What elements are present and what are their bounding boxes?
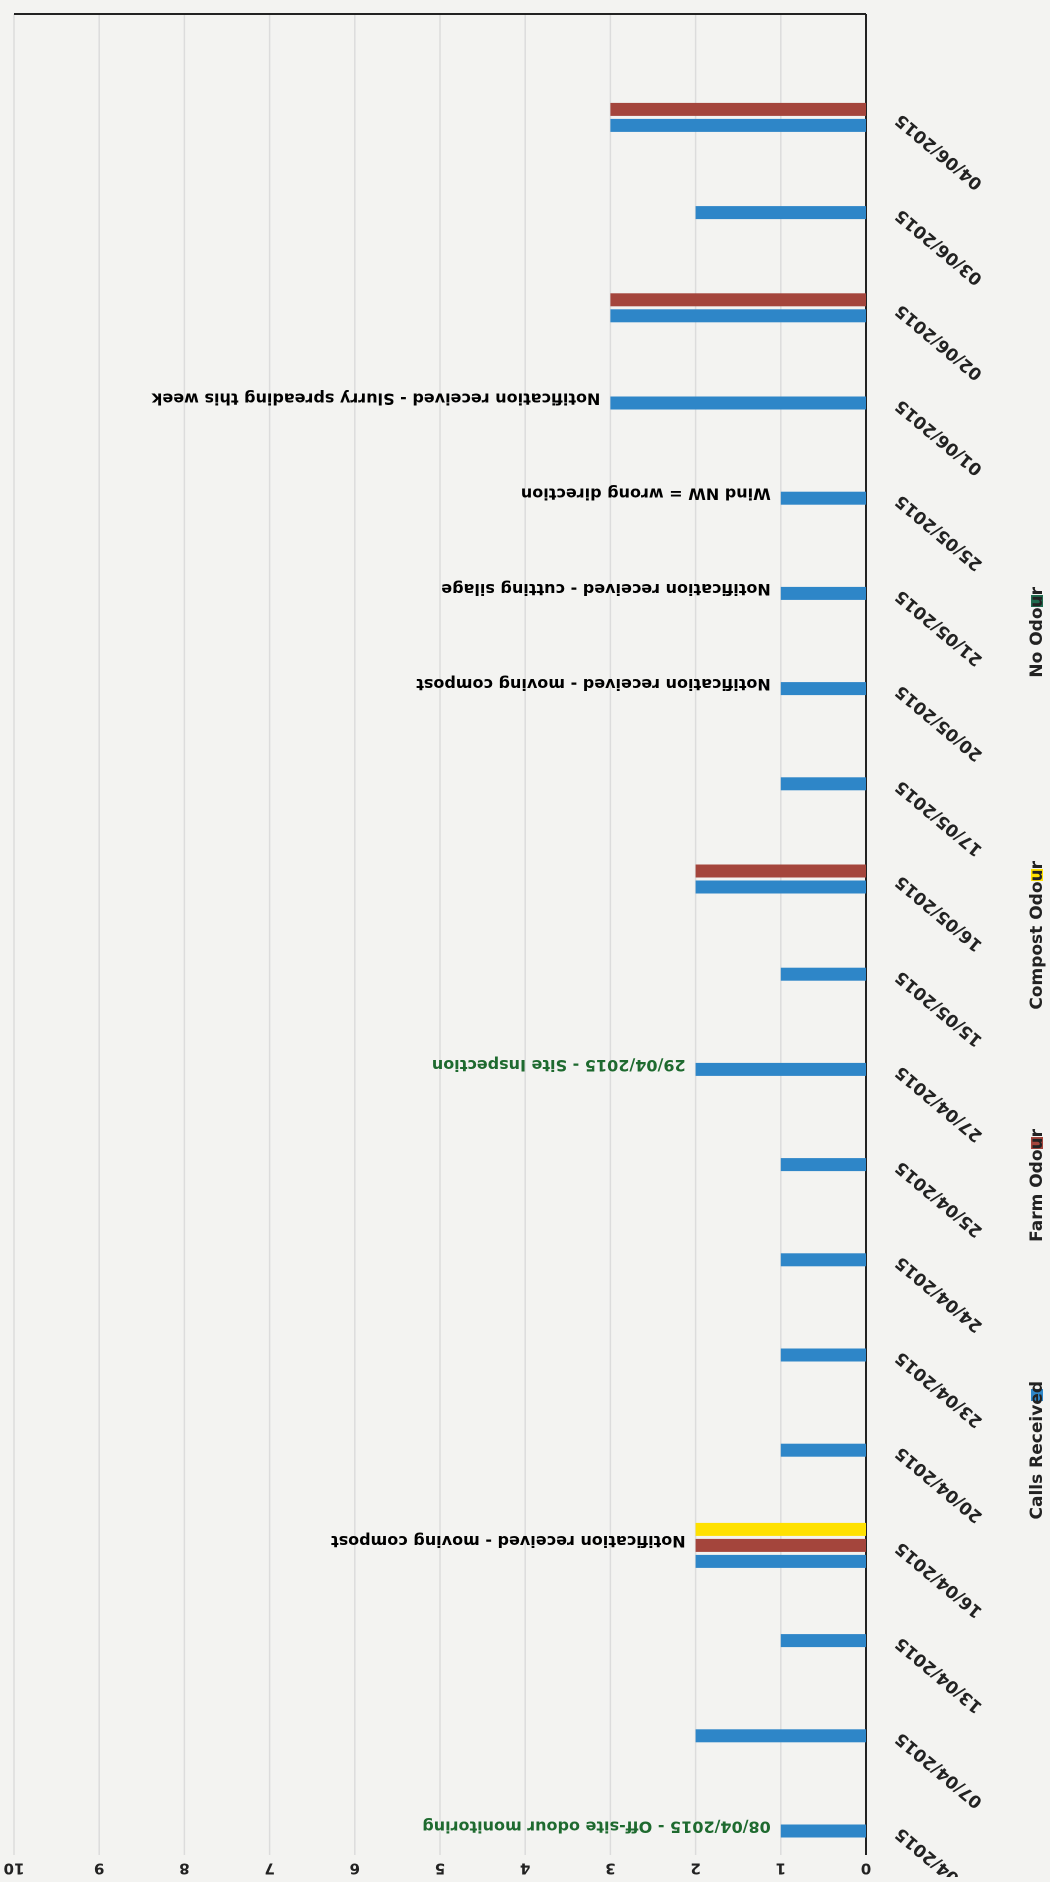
annotation-label: Notification received - cutting silage: [441, 580, 771, 599]
annotation-label: Notification received - Slurry spreading…: [151, 390, 600, 409]
bars: [610, 102, 866, 1838]
bar: [610, 118, 866, 132]
value-tick-labels: 0 1 2 3 4 5 6 7 8 9 10: [4, 1860, 872, 1878]
bar: [695, 864, 866, 878]
bar: [610, 309, 866, 323]
bar: [780, 682, 866, 696]
bar: [780, 1253, 866, 1267]
value-tick-label: 3: [605, 1860, 615, 1878]
legend-swatch: [1031, 1137, 1043, 1149]
bar: [610, 102, 866, 116]
bar: [780, 491, 866, 505]
legend-swatch: [1031, 869, 1043, 881]
legend-label: Calls Received: [1027, 1381, 1047, 1519]
legend-label: No Odour: [1027, 586, 1047, 677]
value-tick-label: 7: [264, 1860, 274, 1878]
bar: [780, 586, 866, 600]
bar: [695, 1554, 866, 1568]
bar: [780, 1634, 866, 1648]
value-tick-label: 6: [350, 1860, 360, 1878]
legend-label: Farm Odour: [1027, 1128, 1047, 1242]
bar: [780, 1348, 866, 1362]
bar: [695, 1729, 866, 1743]
bar: [695, 1522, 866, 1536]
annotation-label: Notification received - moving compost: [416, 675, 771, 694]
annotation-label: 29/04/2015 - Site Inspection: [432, 1056, 686, 1075]
annotation-label: 08/04/2015 - Off-site odour monitoring: [422, 1818, 771, 1837]
bar: [610, 293, 866, 307]
bar: [780, 967, 866, 981]
value-tick-label: 0: [861, 1860, 871, 1878]
bar: [695, 880, 866, 894]
value-tick-label: 9: [94, 1860, 104, 1878]
bar: [695, 1062, 866, 1076]
legend: Calls Received Farm Odour Compost Odour No …: [1027, 586, 1047, 1519]
bar: [695, 206, 866, 220]
bar: [780, 1443, 866, 1457]
legend-swatch: [1031, 595, 1043, 607]
value-tick-label: 2: [690, 1860, 700, 1878]
value-tick-label: 1: [776, 1860, 786, 1878]
bar: [780, 777, 866, 791]
value-tick-label: 10: [4, 1860, 25, 1878]
bar: [610, 396, 866, 410]
bar: [695, 1538, 866, 1552]
annotation-label: Notification received - moving compost: [331, 1532, 686, 1551]
annotation-label: Wind NW = wrong direction: [521, 485, 771, 504]
legend-swatch: [1031, 1389, 1043, 1401]
legend-label: Compost Odour: [1027, 860, 1047, 1009]
value-tick-label: 8: [179, 1860, 189, 1878]
bar: [780, 1824, 866, 1838]
value-tick-label: 4: [520, 1860, 530, 1878]
annotations: 08/04/2015 - Off-site odour monitoring No…: [151, 390, 770, 1837]
value-tick-label: 5: [435, 1860, 445, 1878]
bar: [780, 1158, 866, 1172]
